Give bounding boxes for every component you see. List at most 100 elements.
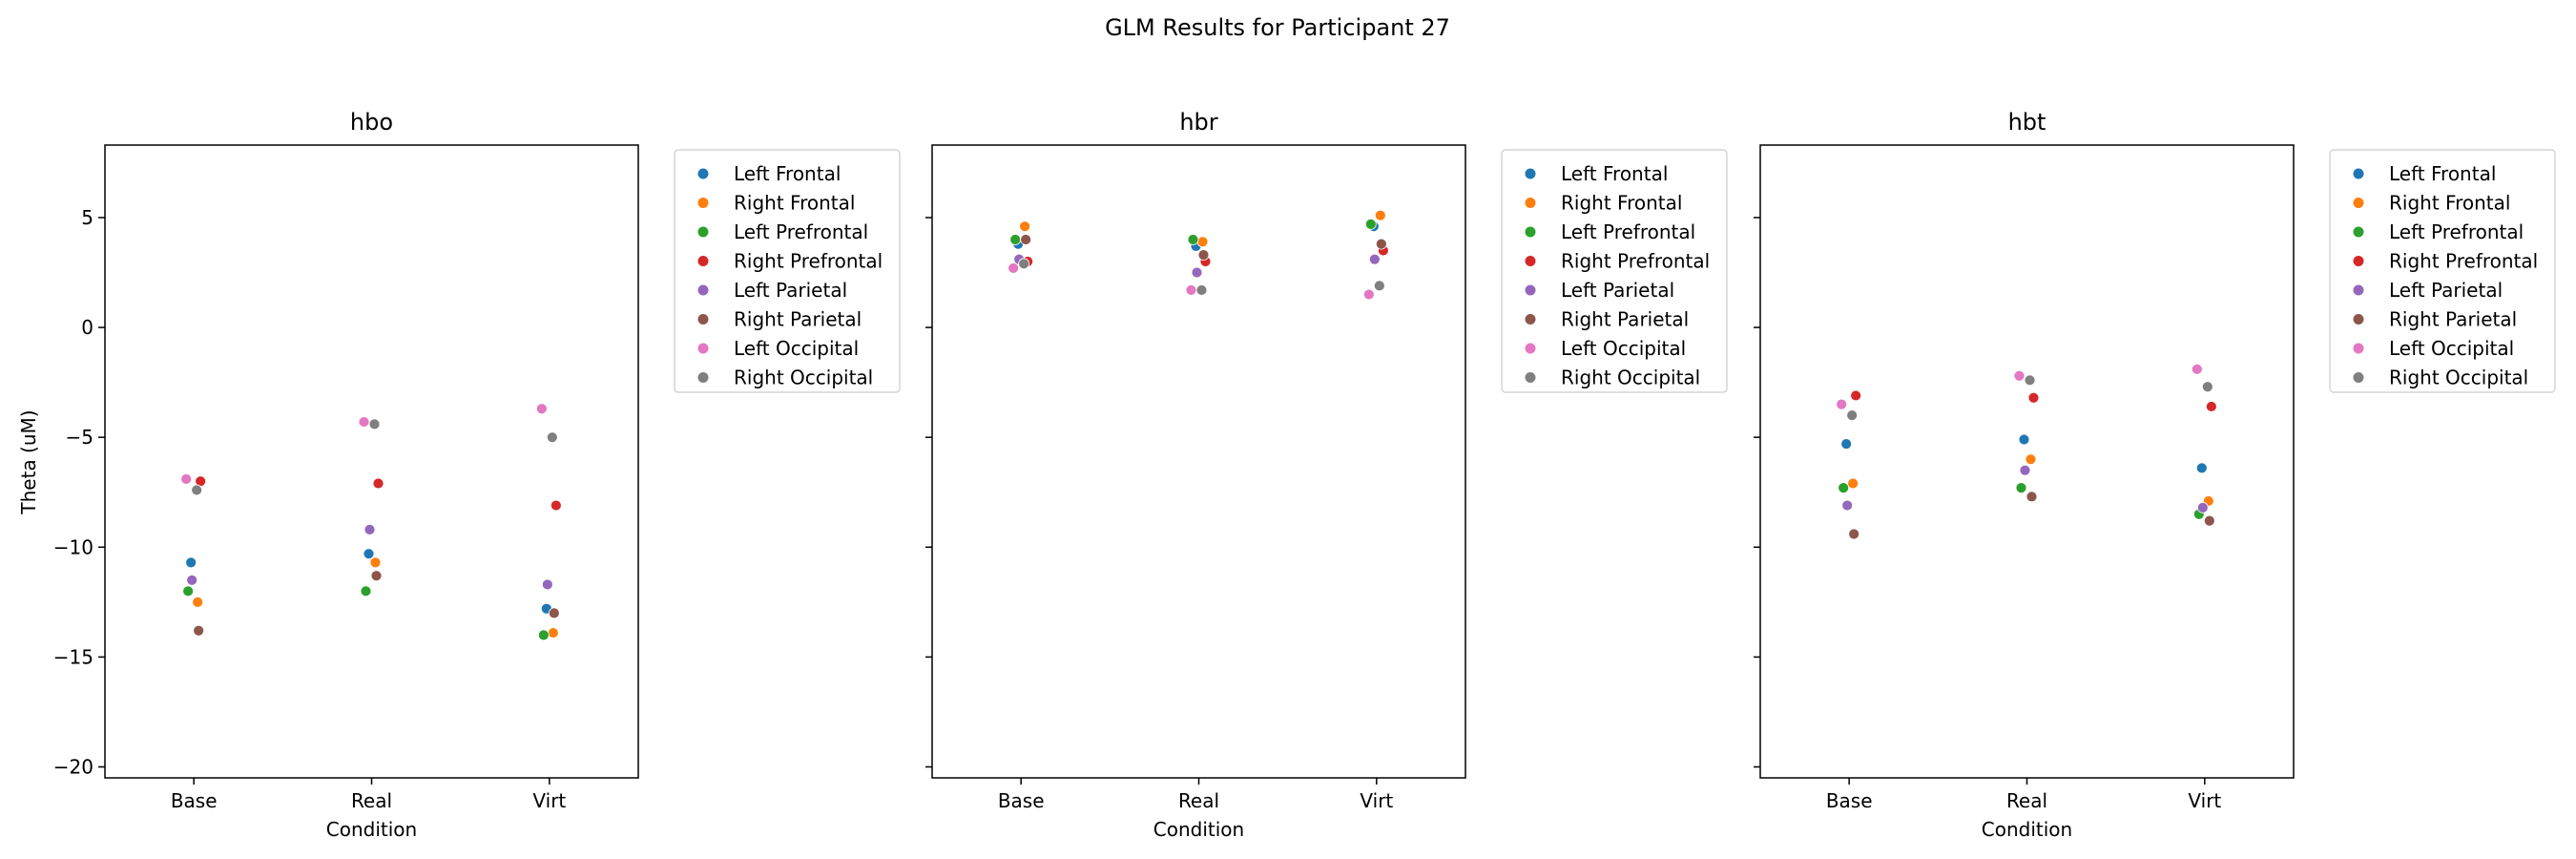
legend-entry: Left Frontal [2389,162,2496,185]
data-point-right-parietal [2025,491,2038,503]
legend-entry: Right Occipital [734,367,873,389]
legend-marker-right-occipital [2353,372,2364,383]
y-tick-label: −10 [53,535,93,558]
data-point-right-frontal [1019,220,1031,233]
x-axis-label: Condition [1982,818,2072,841]
data-point-right-parietal [1197,249,1210,262]
legend-entry: Left Occipital [734,337,859,360]
x-tick-label: Real [2006,789,2047,812]
legend-marker-right-frontal [697,198,709,208]
plot-frame [931,144,1466,779]
legend-entry: Right Occipital [2389,367,2528,389]
legend-marker-right-parietal [2353,314,2364,325]
legend-entry: Left Frontal [734,162,841,185]
legend-marker-right-parietal [1525,314,1536,325]
data-point-left-parietal [1368,253,1381,265]
x-tick-label: Virt [532,789,566,812]
data-point-right-occipital [191,484,203,496]
legend-marker-left-frontal [697,168,709,179]
legend-marker-left-frontal [2353,168,2364,179]
data-point-left-occipital [180,473,193,485]
data-point-left-occipital [358,416,370,428]
data-point-right-parietal [370,570,383,582]
data-point-left-frontal [185,556,197,569]
legend-entry: Right Frontal [1561,192,1682,215]
x-tick-label: Base [1826,789,1873,812]
x-tick-label: Real [351,789,392,812]
data-point-left-occipital [1185,284,1197,296]
data-point-left-parietal [2196,501,2209,513]
data-point-left-prefrontal [182,585,195,597]
legend-entry: Left Occipital [1561,337,1686,360]
data-point-left-parietal [1841,499,1854,512]
legend-entry: Right Occipital [1561,367,1700,389]
x-tick-label: Virt [2188,789,2221,812]
panels: hbo 5 0 −5 −10 −15 −20 Base Real Virt Condition Lef… [17,109,2556,841]
data-point-right-occipital [1846,409,1859,422]
panel-title: hbr [1179,109,1217,136]
legend: Left Frontal Right Frontal Left Prefrontal… [2329,149,2556,393]
panel-hbr: hbr Base Real Virt Condition Left Frontal Righ… [925,109,1728,841]
legend-entry: Left Frontal [1561,162,1668,185]
legend-entry: Left Parietal [734,279,847,302]
legend-entry: Left Parietal [2389,279,2503,302]
legend-marker-left-occipital [697,343,709,354]
data-point-right-occipital [2201,381,2213,393]
legend-marker-right-occipital [1525,372,1536,383]
plot-frame [104,144,639,779]
y-tick-label: −20 [53,755,93,778]
data-point-right-prefrontal [1850,389,1862,402]
legend-marker-left-parietal [2353,284,2364,296]
legend-entry: Right Prefrontal [2389,250,2538,273]
legend-marker-left-prefrontal [1525,226,1536,238]
legend-entry: Left Prefrontal [1561,220,1695,243]
x-axis-label: Condition [1153,818,1244,841]
data-point-right-occipital [1373,280,1385,292]
data-point-right-frontal [192,596,204,608]
data-point-left-frontal [2195,462,2208,474]
data-point-right-prefrontal [372,477,384,490]
panel-title: hbo [350,109,393,136]
data-point-left-frontal [2018,433,2030,446]
data-point-right-frontal [547,627,559,639]
data-point-right-frontal [1847,477,1859,490]
legend-box [1501,149,1728,393]
data-point-right-prefrontal [550,499,562,512]
data-point-right-parietal [193,624,205,637]
data-point-right-frontal [2025,453,2037,466]
data-point-left-occipital [1836,398,1848,410]
legend-marker-left-parietal [697,284,709,296]
panel-title: hbt [2008,109,2046,136]
data-point-left-prefrontal [1364,218,1377,230]
legend-entry: Left Prefrontal [2389,220,2524,243]
legend-box [674,149,901,393]
legend-entry: Right Frontal [2389,192,2510,215]
y-tick-label: 0 [81,316,93,339]
x-tick-label: Virt [1360,789,1393,812]
legend-box [2329,149,2556,393]
data-point-left-prefrontal [360,585,372,597]
legend-marker-right-parietal [697,314,709,325]
data-point-left-prefrontal [1187,234,1199,245]
data-point-left-parietal [541,578,553,591]
legend-marker-left-prefrontal [697,226,709,238]
x-axis-label: Condition [326,818,417,841]
data-point-right-frontal [1196,236,1209,248]
legend-marker-left-occipital [2353,343,2364,354]
y-tick-label: −5 [66,426,93,449]
panel-hbo: hbo 5 0 −5 −10 −15 −20 Base Real Virt Condition Lef… [53,109,901,841]
data-point-left-occipital [1008,262,1020,274]
legend-marker-right-prefrontal [697,256,709,266]
data-point-left-prefrontal [1838,482,1850,494]
data-point-right-parietal [548,607,560,619]
data-point-right-parietal [1375,238,1387,250]
data-point-right-parietal [2203,514,2215,527]
data-point-left-prefrontal [2015,482,2027,494]
legend-marker-right-frontal [2353,198,2364,208]
data-point-left-frontal [363,548,375,560]
legend-marker-right-prefrontal [1525,256,1536,266]
legend-entry: Left Prefrontal [734,220,868,243]
legend-marker-right-frontal [1525,198,1536,208]
data-point-left-parietal [1191,266,1203,279]
